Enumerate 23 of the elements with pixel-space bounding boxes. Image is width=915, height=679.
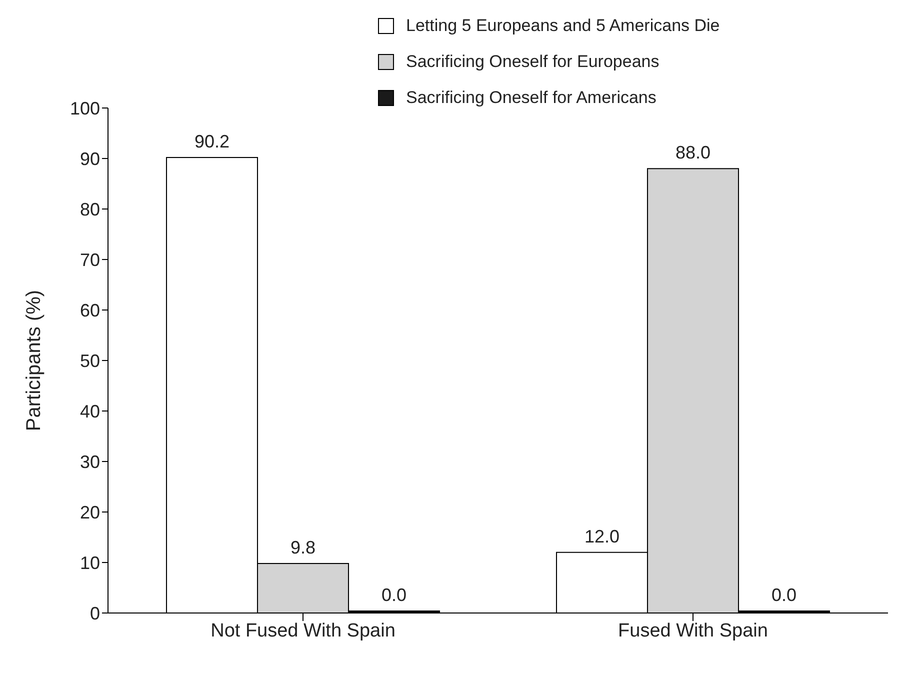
y-tick-label: 30 (80, 452, 100, 472)
data-label: 88.0 (675, 142, 711, 163)
x-tick-label: Fused With Spain (618, 620, 768, 642)
y-tick-label: 40 (80, 401, 100, 422)
legend-label: Letting 5 Europeans and 5 Americans Die (406, 16, 720, 36)
data-label: 90.2 (194, 131, 230, 152)
y-tick-label: 0 (90, 603, 100, 624)
data-label: 12.0 (584, 526, 620, 546)
y-tick-label: 70 (80, 250, 100, 270)
y-tick-label: 10 (80, 552, 100, 573)
data-label: 0.0 (381, 585, 407, 605)
data-label: 0.0 (771, 585, 797, 605)
data-label: 9.8 (290, 538, 316, 558)
y-tick-label: 80 (80, 199, 100, 220)
y-tick-label: 100 (70, 98, 100, 118)
y-tick-label: 20 (80, 502, 100, 522)
y-tick-label: 60 (80, 300, 100, 320)
y-axis-title: Participants (%) (23, 290, 46, 432)
legend-label: Sacrificing Oneself for Europeans (406, 52, 660, 72)
y-tick-label: 50 (80, 350, 100, 371)
legend-label: Sacrificing Oneself for Americans (406, 88, 656, 108)
x-tick-label: Not Fused With Spain (210, 620, 396, 642)
y-tick-label: 90 (80, 148, 100, 169)
